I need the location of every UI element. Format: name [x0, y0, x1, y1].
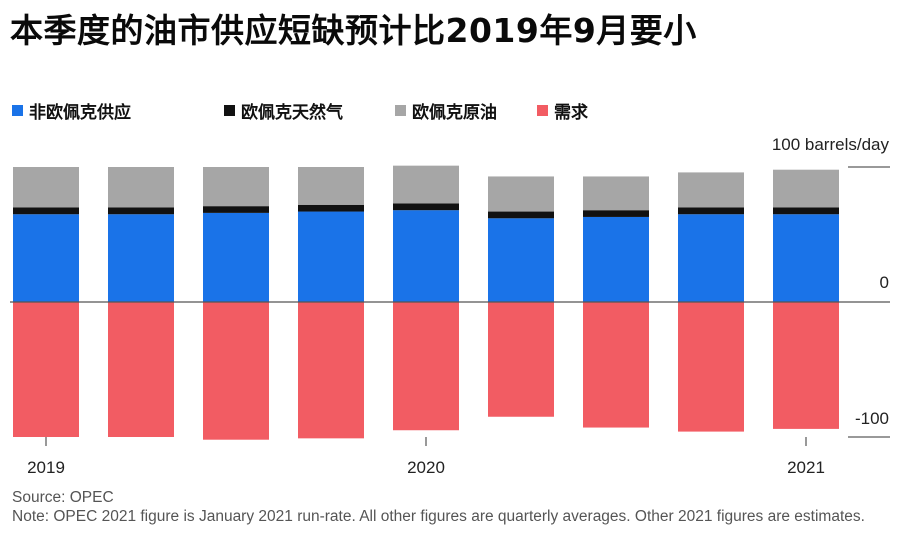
bar-segment-s2-p3	[298, 167, 364, 205]
bar-segment-s2-p2	[203, 167, 269, 207]
bar-segment-s3-p6	[583, 302, 649, 428]
legend-item-opec-crude: 欧佩克原油	[395, 97, 497, 123]
bar-segment-s2-p8	[773, 169, 839, 208]
bar-segment-s1-p2	[203, 206, 269, 213]
stacked-bar-chart: 100 barrels/day 0 -100 2019 2020 2021	[10, 135, 890, 477]
bar-segment-s0-p5	[488, 218, 554, 302]
bar-segment-s1-p4	[393, 203, 459, 211]
bar-segment-s2-p7	[678, 172, 744, 208]
footnote: Note: OPEC 2021 figure is January 2021 r…	[12, 508, 865, 525]
bar-segment-s3-p8	[773, 302, 839, 429]
legend-item-demand: 需求	[537, 97, 588, 123]
bar-segment-s0-p7	[678, 214, 744, 302]
bar-segment-s1-p8	[773, 207, 839, 215]
chart-legend: 非欧佩克供应 欧佩克天然气 欧佩克原油 需求	[12, 97, 872, 123]
bar-segment-s0-p3	[298, 211, 364, 302]
legend-label-demand: 需求	[554, 102, 588, 123]
chart-title: 本季度的油市供应短缺预计比2019年9月要小	[10, 11, 697, 50]
legend-swatch-opec-crude	[395, 104, 406, 116]
bar-segment-s1-p5	[488, 211, 554, 219]
bar-segment-s2-p1	[108, 167, 174, 208]
bar-segment-s3-p4	[393, 302, 459, 431]
bar-segment-s1-p7	[678, 207, 744, 215]
legend-swatch-opec-gas	[224, 104, 235, 116]
legend-label-opec-gas: 欧佩克天然气	[241, 102, 343, 123]
bar-segment-s1-p3	[298, 204, 364, 212]
bar-segment-s1-p6	[583, 210, 649, 217]
chart-footer: Source: OPEC Note: OPEC 2021 figure is J…	[12, 488, 892, 526]
legend-label-non-opec-supply: 非欧佩克供应	[29, 102, 131, 123]
bar-segment-s0-p2	[203, 212, 269, 302]
legend-label-opec-crude: 欧佩克原油	[412, 102, 497, 123]
bar-segment-s0-p8	[773, 214, 839, 302]
bar-segment-s3-p1	[108, 302, 174, 437]
x-tick-label-1: 2020	[407, 458, 445, 477]
bar-segment-s3-p3	[298, 302, 364, 439]
bar-segment-s2-p6	[583, 176, 649, 211]
legend-item-non-opec-supply: 非欧佩克供应	[12, 97, 131, 123]
y-tick-label-2: -100	[855, 409, 889, 428]
x-tick-label-0: 2019	[27, 458, 65, 477]
bar-segment-s2-p4	[393, 165, 459, 204]
y-tick-label-1: 0	[880, 273, 889, 292]
bar-segment-s0-p6	[583, 216, 649, 302]
bar-segment-s3-p2	[203, 302, 269, 440]
source-note: Source: OPEC	[12, 489, 114, 506]
bar-segment-s3-p7	[678, 302, 744, 432]
bar-segment-s2-p5	[488, 176, 554, 212]
bar-segment-s1-p0	[13, 207, 79, 215]
bar-segment-s2-p0	[13, 167, 79, 208]
y-tick-label-0: 100 barrels/day	[772, 135, 890, 154]
bar-segment-s0-p4	[393, 210, 459, 302]
bar-segment-s0-p0	[13, 214, 79, 302]
bar-segment-s3-p5	[488, 302, 554, 417]
x-tick-label-2: 2021	[787, 458, 825, 477]
legend-swatch-non-opec-supply	[12, 104, 23, 116]
legend-item-opec-gas: 欧佩克天然气	[224, 97, 343, 123]
legend-swatch-demand	[537, 104, 548, 116]
bar-segment-s0-p1	[108, 214, 174, 302]
bar-segment-s3-p0	[13, 302, 79, 437]
bar-segment-s1-p1	[108, 207, 174, 215]
